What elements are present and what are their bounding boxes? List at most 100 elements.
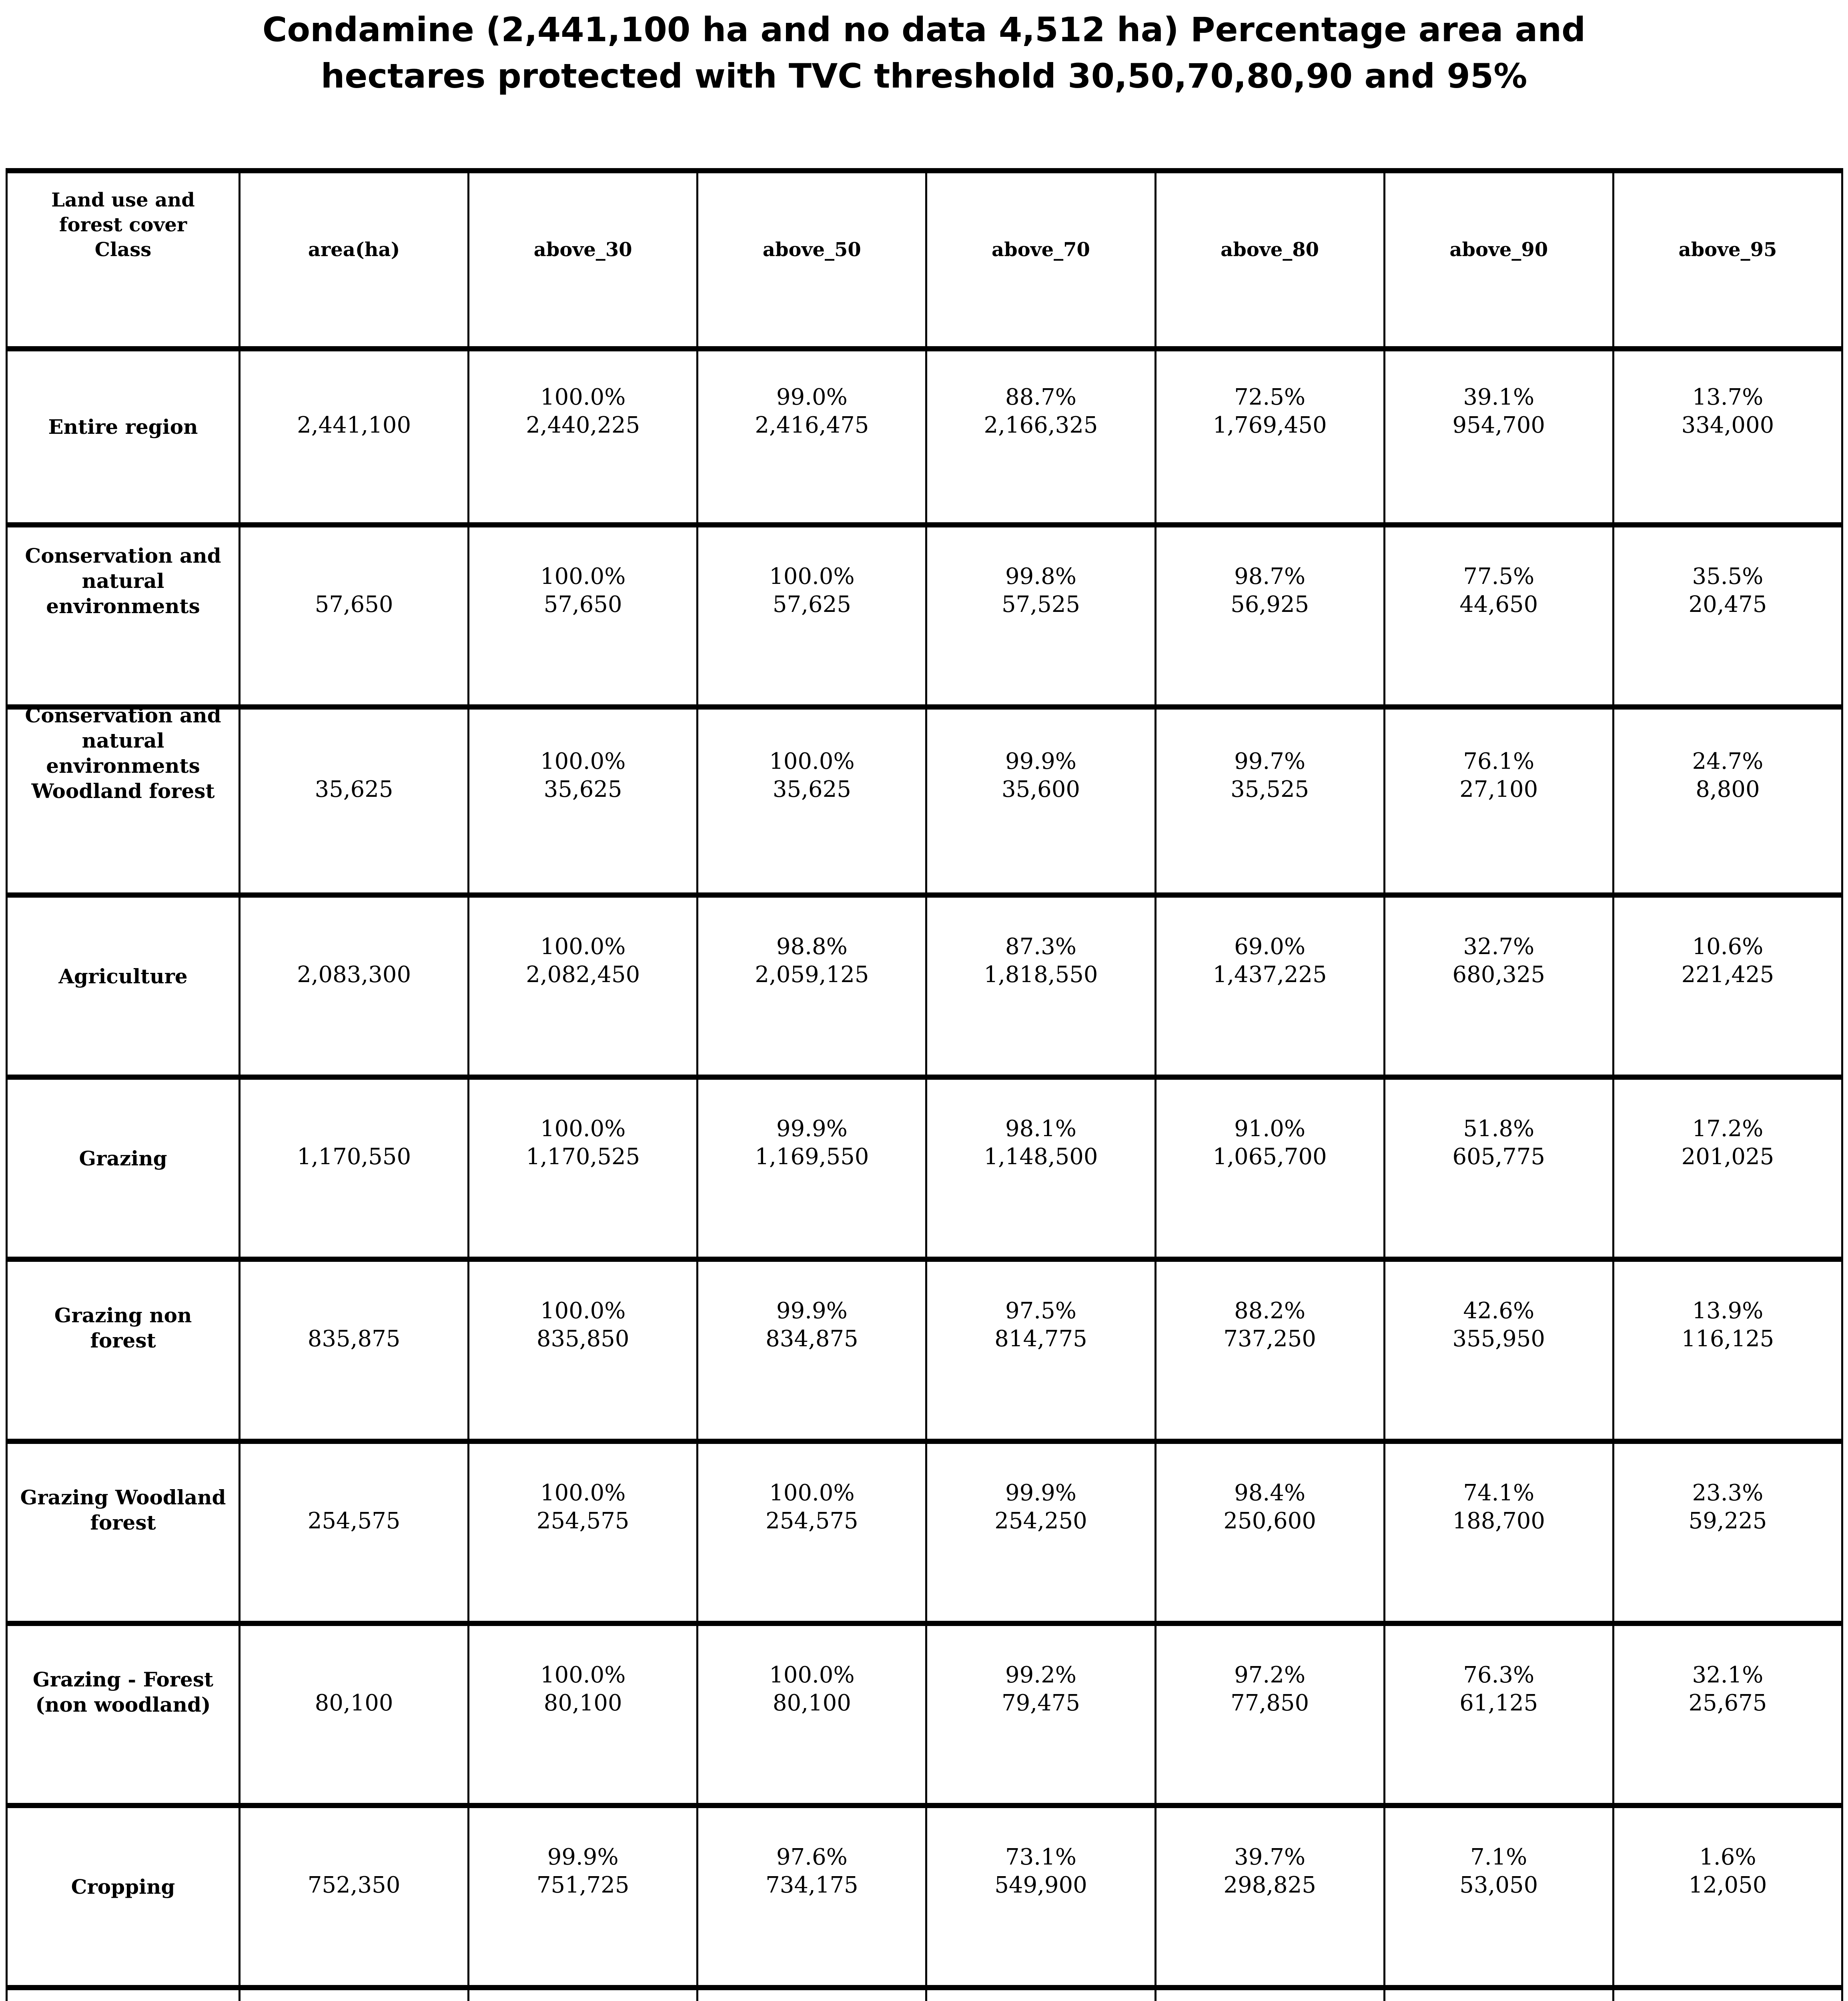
threshold-cell: 88.2% 737,250: [1154, 1257, 1385, 1444]
percent-value: 98.8%: [776, 933, 848, 960]
threshold-cell: 91.0% 1,065,700: [1154, 1075, 1385, 1262]
percent-value: 13.7%: [1692, 384, 1764, 410]
threshold-cell: 17.2% 201,025: [1612, 1075, 1844, 1262]
table-row: Grazing 1,170,550 100.0% 1,170,525 99.9% 1,16…: [6, 1075, 1844, 1262]
row-class-cell: Grazing: [6, 1075, 241, 1262]
threshold-cell: 76.3% 61,125: [1383, 1621, 1614, 1808]
hectares-value: 954,700: [1452, 412, 1545, 438]
threshold-cell: 99.7% 35,525: [1154, 704, 1385, 898]
hectares-value: 2,440,225: [526, 412, 640, 438]
hectares-value: 680,325: [1452, 961, 1545, 988]
threshold-cell: 99.0% 2,416,475: [696, 346, 928, 527]
area-value: 1,170,550: [297, 1143, 411, 1170]
row-class-cell: Irrigation: [6, 1985, 241, 2001]
threshold-cell: 98.4% 250,600: [1154, 1439, 1385, 1626]
hectares-value: 35,625: [543, 776, 622, 803]
percent-value: 72.5%: [1234, 384, 1306, 410]
threshold-cell: 100.0% 835,850: [467, 1257, 699, 1444]
column-header-label: above_95: [1678, 239, 1777, 261]
hectares-value: 549,900: [994, 1872, 1087, 1898]
column-header-1: area(ha): [238, 168, 470, 351]
threshold-cell: 100.0% 1,170,525: [467, 1075, 699, 1262]
threshold-cell: 96.9%155,125: [696, 1985, 928, 2001]
threshold-cell: 99.9% 35,600: [925, 704, 1157, 898]
table-header: Land use and forest cover Class area(ha) a…: [6, 168, 1844, 351]
hectares-value: 56,925: [1231, 591, 1309, 618]
row-class-label: Grazing non forest: [54, 1303, 192, 1352]
percent-value: 77.5%: [1463, 563, 1535, 589]
threshold-cell: 51.8% 605,775: [1383, 1075, 1614, 1262]
threshold-cell: 35.5% 20,475: [1612, 522, 1844, 710]
threshold-cell: 76.1% 27,100: [1383, 704, 1614, 898]
threshold-cell: 100.0% 2,082,450: [467, 892, 699, 1080]
percent-value: 100.0%: [769, 1480, 855, 1506]
hectares-value: 2,059,125: [755, 961, 869, 988]
percent-value: 100.0%: [769, 748, 855, 775]
row-class-label: Conservation and natural environments: [25, 543, 221, 618]
table-header-row: Land use and forest cover Class area(ha) a…: [6, 168, 1844, 351]
page-title-line1: Condamine (2,441,100 ha and no data 4,51…: [262, 10, 1586, 49]
percent-value: 32.1%: [1692, 1662, 1764, 1688]
percent-value: 97.6%: [776, 1844, 848, 1870]
percent-value: 73.1%: [1005, 1844, 1076, 1870]
hectares-value: 53,050: [1459, 1872, 1538, 1898]
hectares-value: 1,818,550: [984, 961, 1098, 988]
table-row: Grazing non forest 835,875 100.0% 835,850 99…: [6, 1257, 1844, 1444]
hectares-value: 2,416,475: [755, 412, 869, 438]
hectares-value: 35,600: [1002, 776, 1080, 803]
hectares-value: 605,775: [1452, 1143, 1545, 1170]
hectares-value: 2,166,325: [984, 412, 1098, 438]
hectares-value: 59,225: [1688, 1508, 1767, 1534]
threshold-cell: 13.7% 334,000: [1612, 346, 1844, 527]
area-value: 752,350: [307, 1872, 401, 1898]
percent-value: 100.0%: [769, 1662, 855, 1688]
threshold-cell: 99.8% 57,525: [925, 522, 1157, 710]
hectares-value: 8,800: [1696, 776, 1760, 803]
hectares-value: 12,050: [1688, 1872, 1767, 1898]
area-cell: 80,100: [238, 1621, 470, 1808]
hectares-value: 1,148,500: [984, 1143, 1098, 1170]
row-class-cell: Cropping: [6, 1803, 241, 1990]
table-row: Cropping 752,350 99.9% 751,725 97.6% 734,175 7…: [6, 1803, 1844, 1990]
threshold-cell: 24.7% 8,800: [1612, 704, 1844, 898]
threshold-cell: 98.8% 2,059,125: [696, 892, 928, 1080]
page-title-line2: hectares protected with TVC threshold 30…: [321, 56, 1527, 96]
hectares-value: 334,000: [1681, 412, 1774, 438]
percent-value: 100.0%: [540, 1115, 626, 1142]
column-header-label: above_50: [762, 239, 861, 261]
row-class-cell: Entire region: [6, 346, 241, 527]
percent-value: 99.9%: [776, 1115, 848, 1142]
threshold-cell: 32.7% 680,325: [1383, 892, 1614, 1080]
column-header-0: Land use and forest cover Class: [6, 168, 241, 351]
row-class-cell: Grazing - Forest (non woodland): [6, 1621, 241, 1808]
percent-value: 100.0%: [540, 1480, 626, 1506]
hectares-value: 814,775: [994, 1325, 1087, 1352]
percent-value: 24.7%: [1692, 748, 1764, 775]
hectares-value: 834,875: [766, 1325, 858, 1352]
threshold-cell: 97.5% 814,775: [925, 1257, 1157, 1444]
threshold-cell: 69.0% 1,437,225: [1154, 892, 1385, 1080]
percent-value: 100.0%: [540, 748, 626, 775]
hectares-value: 2,082,450: [526, 961, 640, 988]
threshold-cell: 100.0% 2,440,225: [467, 346, 699, 527]
area-value: 2,441,100: [297, 412, 411, 438]
percent-value: 76.1%: [1463, 748, 1535, 775]
threshold-cell: 77.5% 44,650: [1383, 522, 1614, 710]
hectares-value: 1,065,700: [1213, 1143, 1327, 1170]
threshold-cell: 99.9%159,925: [467, 1985, 699, 2001]
percent-value: 13.9%: [1692, 1297, 1764, 1324]
area-cell: 2,083,300: [238, 892, 470, 1080]
percent-value: 100.0%: [540, 1297, 626, 1324]
threshold-cell: 99.9% 751,725: [467, 1803, 699, 1990]
threshold-cell: 88.7% 2,166,325: [925, 346, 1157, 527]
row-class-label: Grazing Woodland forest: [20, 1485, 226, 1534]
threshold-cell: 100.0% 57,650: [467, 522, 699, 710]
percent-value: 17.2%: [1692, 1115, 1764, 1142]
threshold-cell: 5.2%8,325: [1612, 1985, 1844, 2001]
threshold-cell: 74.9%119,875: [925, 1985, 1157, 2001]
percent-value: 7.1%: [1470, 1844, 1527, 1870]
hectares-value: 734,175: [766, 1872, 858, 1898]
hectares-value: 298,825: [1223, 1872, 1316, 1898]
hectares-value: 35,625: [772, 776, 851, 803]
threshold-cell: 74.1% 188,700: [1383, 1439, 1614, 1626]
